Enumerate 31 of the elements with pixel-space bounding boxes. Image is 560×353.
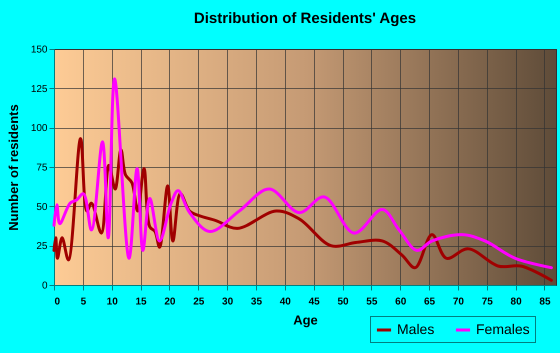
x-tick-label: 5	[80, 296, 87, 308]
x-tick-label: 55	[366, 296, 378, 308]
y-tick-label: 50	[36, 202, 48, 213]
x-tick-label: 0	[54, 296, 60, 308]
y-axis-title: Number of residents	[6, 104, 21, 231]
x-tick-label: 25	[193, 296, 205, 308]
x-tick-label: 15	[135, 296, 148, 308]
x-tick-label: 65	[424, 296, 436, 308]
x-tick-label: 50	[337, 296, 350, 308]
x-tick-label: 80	[510, 296, 522, 308]
x-tick-label: 35	[250, 296, 262, 308]
x-tick-label: 60	[395, 296, 407, 308]
x-tick-label: 10	[106, 296, 118, 308]
legend-label: Females	[476, 321, 530, 337]
x-tick-label: 30	[222, 296, 234, 308]
x-tick-label: 75	[482, 296, 494, 308]
y-tick-label: 100	[30, 123, 48, 134]
line-series	[52, 77, 553, 270]
x-tick-label: 45	[308, 296, 320, 308]
x-tick-label: 70	[452, 296, 464, 308]
x-tick-label: 85	[539, 296, 551, 308]
x-axis-title: Age	[293, 312, 318, 328]
chart-title: Distribution of Residents' Ages	[194, 10, 416, 27]
x-tick-label: 40	[280, 296, 292, 308]
x-tick-label: 20	[164, 296, 176, 308]
legend-label: Males	[397, 321, 434, 337]
y-tick-label: 25	[36, 241, 48, 252]
y-tick-label: 0	[42, 280, 48, 292]
y-tick-label: 75	[36, 162, 48, 174]
y-tick-label: 150	[30, 44, 48, 56]
y-tick-label: 125	[30, 84, 48, 95]
